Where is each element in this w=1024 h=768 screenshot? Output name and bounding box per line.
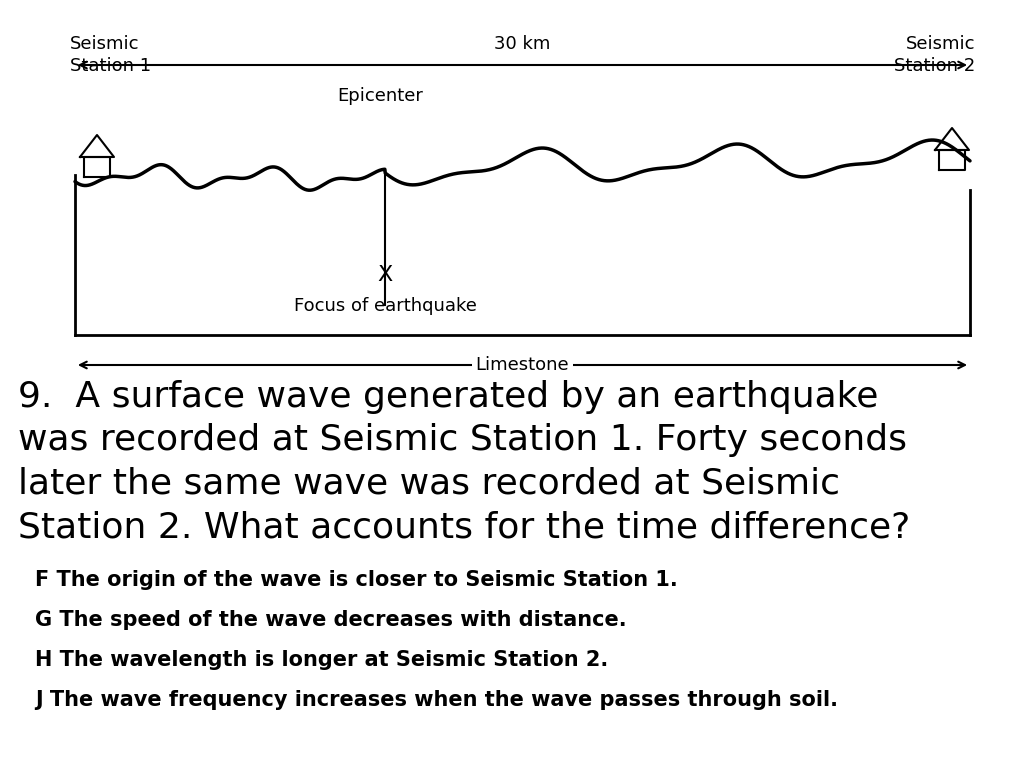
Text: 30 km: 30 km xyxy=(495,35,551,53)
Text: Seismic
Station 2: Seismic Station 2 xyxy=(894,35,975,75)
Text: F The origin of the wave is closer to Seismic Station 1.: F The origin of the wave is closer to Se… xyxy=(35,570,678,590)
Text: J The wave frequency increases when the wave passes through soil.: J The wave frequency increases when the … xyxy=(35,690,838,710)
Text: G The speed of the wave decreases with distance.: G The speed of the wave decreases with d… xyxy=(35,610,627,630)
Text: H The wavelength is longer at Seismic Station 2.: H The wavelength is longer at Seismic St… xyxy=(35,650,608,670)
Text: Limestone: Limestone xyxy=(476,356,569,374)
Text: X: X xyxy=(378,265,392,285)
Text: Focus of earthquake: Focus of earthquake xyxy=(294,297,476,315)
Text: 9.  A surface wave generated by an earthquake
was recorded at Seismic Station 1.: 9. A surface wave generated by an earthq… xyxy=(18,380,910,545)
Text: Epicenter: Epicenter xyxy=(337,87,423,105)
Text: Seismic
Station 1: Seismic Station 1 xyxy=(70,35,152,75)
